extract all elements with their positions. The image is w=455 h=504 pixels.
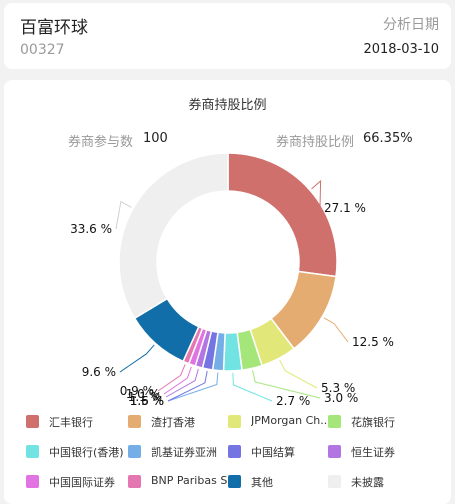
slice-label-10: 0.9 % — [120, 384, 154, 398]
slice-leader-line-6 — [167, 372, 219, 402]
slice-label-4: 3.0 % — [324, 391, 358, 405]
slice-label-11: 9.6 % — [82, 365, 116, 379]
stock-header-card: 百富环球 00327 分析日期 2018-03-10 — [4, 3, 451, 69]
legend-label: 中国国际证券 — [49, 476, 115, 489]
analysis-date-label: 分析日期 — [383, 17, 439, 33]
legend-label: BNP Paribas S... — [151, 474, 235, 487]
legend-swatch — [26, 415, 39, 428]
legend-label: 凯基证券亚洲 — [151, 446, 217, 459]
legend-swatch — [228, 415, 241, 428]
slice-label-5: 2.7 % — [276, 394, 310, 408]
holding-ratio-label: 券商持股比例 — [276, 135, 355, 150]
slice-leader-line-1 — [311, 179, 322, 209]
legend-label: 其他 — [251, 476, 273, 489]
legend-label: 花旗银行 — [351, 416, 395, 429]
slice-label-7: 1.5 % — [130, 394, 164, 408]
slice-leader-line-8 — [165, 368, 199, 398]
legend-label: 中国银行(香港) — [49, 446, 124, 459]
broker-holding-chart-card: 券商持股比例 券商参与数 100 券商持股比例 66.35% 27.1 % 12.… — [4, 80, 451, 504]
slice-leader-line-4 — [252, 370, 321, 399]
legend-swatch — [228, 445, 241, 458]
stock-name: 百富环球 — [20, 18, 88, 38]
slice-label-12: 33.6 % — [70, 222, 112, 236]
legend-label: 汇丰银行 — [49, 416, 93, 429]
stock-code: 00327 — [20, 42, 65, 58]
analysis-date-value[interactable]: 2018-03-10 — [363, 42, 439, 57]
legend-label: 中国结算 — [251, 446, 295, 459]
legend-label: 渣打香港 — [151, 416, 195, 429]
slice-label-1: 27.1 % — [324, 201, 366, 215]
slice-label-9: 1.0 % — [126, 387, 160, 401]
slice-1[interactable] — [227, 152, 338, 278]
chart-title: 券商持股比例 — [188, 98, 267, 113]
slice-leader-line-2 — [323, 317, 349, 343]
slice-leader-line-3 — [279, 360, 318, 389]
holding-ratio-value: 66.35% — [363, 131, 413, 146]
slice-leader-line-5 — [232, 372, 273, 402]
legend-label: 未披露 — [351, 476, 384, 489]
slice-12[interactable] — [118, 152, 229, 320]
slice-leader-line-7 — [167, 370, 208, 402]
legend-swatch — [26, 475, 39, 488]
legend-label: JPMorgan Ch... — [251, 414, 331, 427]
legend-swatch — [328, 445, 341, 458]
slice-label-6: 1.6 % — [130, 394, 164, 408]
legend-swatch — [128, 475, 141, 488]
slice-label-3: 5.3 % — [321, 381, 355, 395]
slice-leader-line-9 — [163, 366, 192, 395]
legend-swatch — [26, 445, 39, 458]
slice-leader-line-10 — [157, 364, 186, 392]
slice-leader-line-11 — [119, 344, 155, 373]
slice-label-8: 1.1 % — [128, 390, 162, 404]
participants-label: 券商参与数 — [68, 135, 134, 150]
legend-swatch — [328, 415, 341, 428]
legend-label: 恒生证券 — [351, 446, 395, 459]
participants-value: 100 — [143, 131, 168, 146]
legend-swatch — [328, 475, 341, 488]
slice-label-2: 12.5 % — [352, 335, 394, 349]
legend-swatch — [228, 475, 241, 488]
donut-chart[interactable]: 27.1 % 12.5 % 5.3 %3.0 % 2.7 % 1.6 %1.5 %1.1… — [4, 80, 451, 410]
legend-swatch — [128, 445, 141, 458]
slice-leader-line-12 — [115, 200, 132, 230]
legend-swatch — [128, 415, 141, 428]
